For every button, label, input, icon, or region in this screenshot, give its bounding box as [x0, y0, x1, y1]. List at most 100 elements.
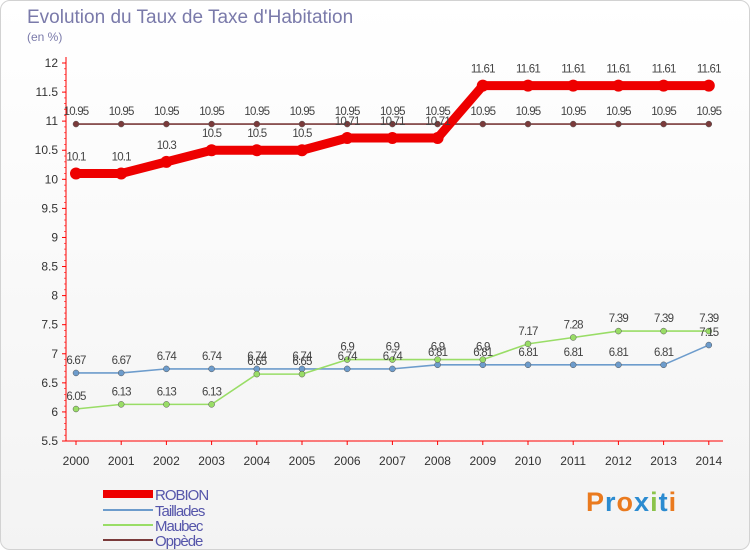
data-label: 6.74 [338, 351, 359, 363]
y-tick-label: 10 [45, 172, 59, 186]
data-point [253, 120, 261, 128]
data-label: 10.3 [157, 140, 177, 152]
data-label: 7.39 [609, 313, 629, 325]
data-label: 6.05 [66, 391, 86, 403]
data-label: 11.61 [697, 64, 721, 76]
data-point [657, 79, 670, 92]
data-point [298, 370, 306, 378]
data-label: 11.61 [652, 64, 676, 76]
data-point [569, 334, 577, 341]
x-tick-label: 2010 [515, 454, 542, 468]
data-label: 6.9 [340, 342, 354, 354]
data-label: 7.15 [699, 327, 719, 339]
data-point [524, 361, 532, 369]
y-tick-label: 7 [51, 347, 58, 361]
x-tick-label: 2012 [605, 454, 632, 468]
data-label: 7.39 [654, 313, 674, 325]
data-label: 7.28 [564, 319, 584, 331]
logo-letter: t [658, 487, 669, 517]
y-tick-label: 9.5 [41, 201, 58, 215]
y-tick-label: 12 [45, 56, 59, 70]
data-label: 10.5 [247, 128, 267, 140]
y-tick-label: 8.5 [41, 260, 58, 274]
data-label: 6.81 [654, 347, 674, 359]
data-label: 10.71 [380, 116, 405, 128]
data-label: 11.61 [561, 64, 585, 76]
data-label: 6.74 [383, 351, 404, 363]
x-tick-label: 2006 [334, 454, 361, 468]
x-tick-label: 2000 [63, 454, 90, 468]
data-point [660, 327, 667, 335]
data-label: 10.95 [154, 106, 179, 118]
data-point [389, 120, 396, 128]
data-point [343, 120, 351, 128]
data-label: 11.61 [516, 64, 540, 76]
data-label: 6.74 [292, 351, 313, 363]
data-point [615, 361, 622, 369]
data-point [163, 365, 170, 373]
data-point [343, 365, 351, 373]
data-label: 10.95 [64, 106, 89, 118]
data-point [615, 327, 622, 335]
data-point [705, 120, 713, 128]
y-tick-label: 11 [46, 114, 59, 128]
data-point [612, 79, 625, 92]
data-point [70, 167, 82, 180]
data-point [434, 120, 441, 128]
data-label: 10.95 [335, 106, 360, 118]
data-point [296, 144, 308, 157]
chart-title: Evolution du Taux de Taxe d'Habitation [27, 7, 354, 28]
data-point [160, 155, 173, 168]
data-label: 6.65 [247, 356, 267, 368]
data-point [702, 79, 715, 92]
data-label: 10.71 [335, 116, 360, 128]
legend-label: ROBION [155, 487, 208, 504]
data-label: 10.95 [244, 106, 269, 118]
data-point [72, 369, 80, 377]
data-point [163, 401, 170, 408]
data-label: 6.81 [473, 347, 493, 359]
data-label: 11.61 [471, 64, 495, 76]
data-label: 6.81 [609, 347, 629, 359]
data-label: 6.74 [247, 351, 268, 363]
data-label: 6.81 [564, 347, 584, 359]
data-label: 10.95 [651, 106, 676, 118]
x-tick-label: 2008 [424, 454, 451, 468]
data-point [569, 361, 577, 369]
data-point [253, 370, 261, 378]
data-point [615, 120, 622, 128]
x-tick-label: 2013 [650, 454, 677, 468]
logo-letter: o [616, 487, 635, 517]
data-point [705, 327, 713, 335]
logo-letter: i [668, 487, 678, 517]
data-point [205, 144, 218, 157]
data-point [117, 369, 125, 377]
data-label: 10.95 [380, 106, 405, 118]
data-point [522, 79, 534, 92]
logo-letter: i [650, 487, 659, 517]
data-label: 11.61 [606, 64, 630, 76]
data-point [298, 120, 306, 128]
x-tick-label: 2004 [243, 454, 270, 468]
data-point [386, 132, 399, 145]
data-point [567, 79, 580, 92]
data-point [117, 401, 125, 408]
data-label: 10.95 [470, 106, 495, 118]
data-label: 10.95 [561, 106, 586, 118]
data-label: 6.13 [202, 386, 222, 398]
data-point [341, 132, 354, 145]
data-point [431, 132, 444, 145]
data-point [389, 365, 396, 373]
y-tick-label: 7.5 [41, 318, 58, 332]
y-tick-label: 11.5 [36, 85, 59, 99]
data-label: 6.74 [202, 351, 223, 363]
data-point [660, 361, 667, 369]
data-label: 10.1 [66, 151, 86, 163]
data-point [343, 356, 351, 363]
data-label: 6.9 [476, 342, 490, 354]
legend-label: Maubec [155, 518, 204, 535]
x-tick-label: 2011 [560, 454, 586, 468]
data-label: 7.39 [699, 313, 719, 325]
proxiti-logo: Proxiti [586, 487, 677, 518]
logo-letter: P [586, 487, 606, 517]
